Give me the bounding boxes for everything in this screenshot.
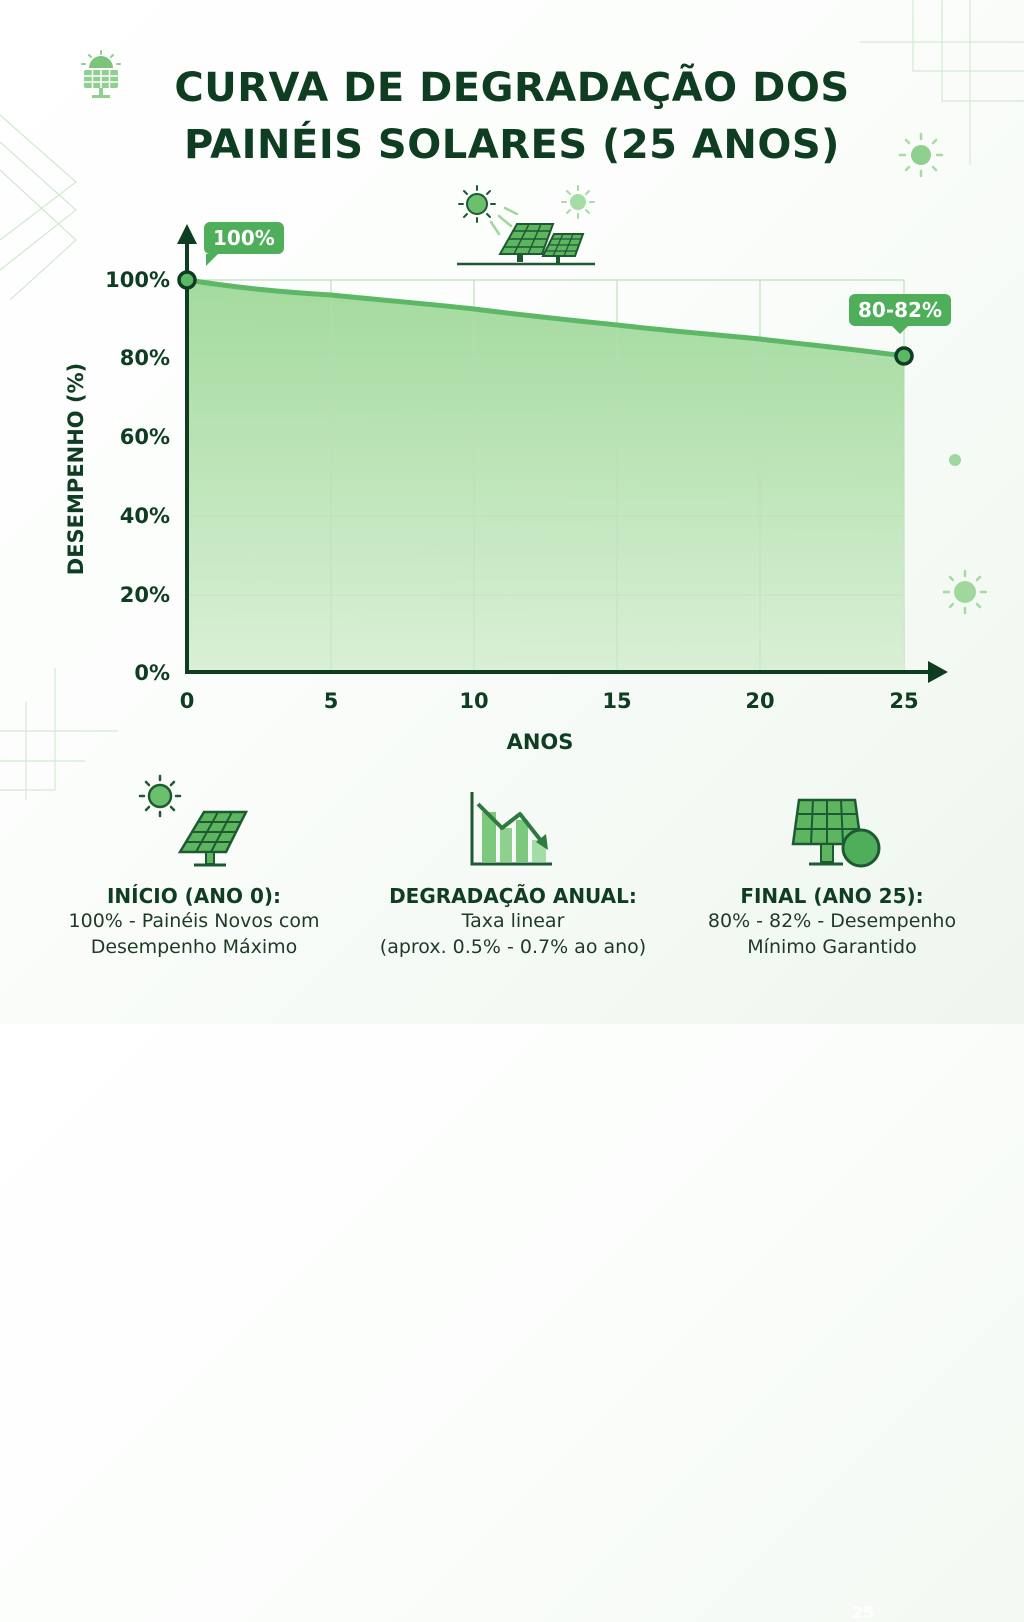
- decorative-dot: [949, 454, 961, 466]
- decorative-grid-lines-bottom-left: [0, 668, 118, 800]
- x-tick-10: 10: [459, 689, 489, 713]
- declining-bar-chart-icon: [470, 792, 552, 866]
- solar-panel-25-badge-icon: [791, 798, 881, 868]
- x-tick-15: 15: [602, 689, 632, 713]
- end-value-callout: 80-82%: [849, 294, 952, 334]
- sun-solar-panel-icon: [138, 774, 249, 867]
- x-axis-arrow-icon: [928, 661, 948, 683]
- start-value-callout: 100%: [204, 222, 284, 266]
- solar-panel-logo-icon: [81, 50, 121, 98]
- solar-panels-illustration-icon: [457, 185, 595, 266]
- info-card-end: 25 FINAL (ANO 25): 80% - 82% - Desempenh…: [667, 770, 997, 1622]
- year-25-badge: 25: [851, 1603, 875, 1622]
- decorative-grid-lines-top-right: [860, 0, 1024, 165]
- y-axis-label: DESEMPENHO (%): [64, 362, 88, 576]
- degradation-chart: [177, 224, 948, 683]
- title-line-2: PAINÉIS SOLARES (25 ANOS): [184, 122, 840, 168]
- card-text-line-1: Taxa linear: [461, 910, 565, 932]
- card-heading: FINAL (ANO 25):: [740, 884, 924, 908]
- x-tick-5: 5: [323, 689, 339, 713]
- y-axis-arrow-icon: [177, 224, 197, 244]
- info-card-start: INÍCIO (ANO 0): 100% - Painéis Novos com…: [29, 770, 359, 960]
- y-tick-60: 60%: [119, 425, 170, 449]
- page-title: CURVA DE DEGRADAÇÃO DOS PAINÉIS SOLARES …: [0, 60, 1024, 174]
- y-tick-0: 0%: [134, 661, 170, 685]
- decorative-chevron-lines: [0, 114, 77, 300]
- y-tick-20: 20%: [119, 583, 170, 607]
- card-text-line-1: 80% - 82% - Desempenho: [707, 910, 957, 932]
- performance-line: [184, 277, 907, 359]
- x-tick-25: 25: [889, 689, 919, 713]
- end-point-marker: [894, 346, 914, 366]
- card-text-line-2: Desempenho Máximo: [90, 936, 298, 958]
- info-card-annual-degradation: DEGRADAÇÃO ANUAL: Taxa linear (aprox. 0.…: [348, 770, 678, 960]
- start-point-marker: [177, 270, 197, 290]
- card-text-line-2: Mínimo Garantido: [747, 936, 917, 958]
- card-text-line-2: (aprox. 0.5% - 0.7% ao ano): [379, 936, 647, 958]
- x-tick-0: 0: [179, 689, 195, 713]
- decorative-sun-icon: [942, 569, 988, 615]
- performance-area: [187, 280, 904, 672]
- x-tick-20: 20: [745, 689, 775, 713]
- decorative-sun-icon: [898, 132, 944, 178]
- x-axis-label: ANOS: [506, 730, 574, 754]
- card-heading: DEGRADAÇÃO ANUAL:: [389, 884, 637, 908]
- card-text-line-1: 100% - Painéis Novos com: [68, 910, 320, 932]
- card-heading: INÍCIO (ANO 0):: [106, 884, 282, 908]
- y-tick-100: 100%: [105, 268, 170, 292]
- y-tick-80: 80%: [119, 346, 170, 370]
- y-tick-40: 40%: [119, 504, 170, 528]
- title-line-1: CURVA DE DEGRADAÇÃO DOS: [174, 65, 850, 111]
